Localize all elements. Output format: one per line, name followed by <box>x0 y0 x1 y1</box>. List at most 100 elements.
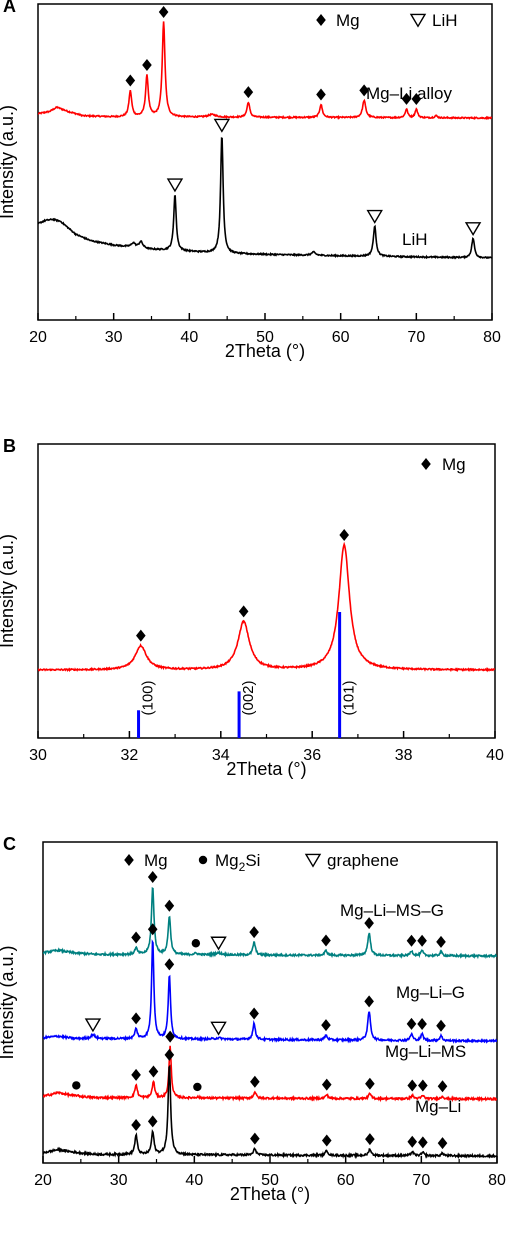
x-tick-label: 60 <box>332 329 350 346</box>
x-tick-label: 40 <box>486 747 504 764</box>
mg-marker <box>164 1048 175 1061</box>
x-tick-label: 50 <box>256 329 274 346</box>
mg-marker <box>359 84 369 97</box>
legend-mg-marker <box>316 14 326 26</box>
mg-marker <box>165 1030 175 1043</box>
x-tick-label: 30 <box>105 329 123 346</box>
legend-mg2si-suffix: Si <box>245 851 260 870</box>
legend-graphene-label: graphene <box>327 851 399 870</box>
mg-marker <box>321 1078 332 1091</box>
mg-marker <box>365 1077 375 1090</box>
mg-marker <box>365 1133 375 1146</box>
y-axis-label: Intensity (a.u.) <box>0 105 17 219</box>
mg-marker <box>437 1080 448 1093</box>
legend-mg-label: Mg <box>144 851 168 870</box>
panel-letter: B <box>3 436 16 456</box>
mg-marker <box>131 1068 141 1081</box>
mg-marker <box>164 958 175 971</box>
hkl-label-101: (101) <box>341 680 358 715</box>
xrd-line-mg-li-ms-g <box>43 886 497 960</box>
mg-marker <box>407 1079 418 1092</box>
lih-marker <box>213 118 231 133</box>
series-label-mg-li: Mg–Li <box>415 1097 461 1116</box>
legend-lih-marker <box>409 13 427 28</box>
y-axis-label: Intensity (a.u.) <box>0 945 17 1059</box>
legend-lih-label: LiH <box>432 11 458 30</box>
mg-marker <box>131 931 141 944</box>
mg-marker <box>164 899 175 912</box>
xrd-line-lih <box>38 137 492 260</box>
panel-letter: A <box>3 0 16 16</box>
xrd-line-mg-li-alloy <box>38 21 492 121</box>
legend-mg2si-label: Mg2Si <box>215 851 260 874</box>
mg-marker <box>131 1118 141 1131</box>
mg-marker <box>417 1017 427 1030</box>
mg-marker <box>250 1132 260 1145</box>
mg-marker <box>436 1019 446 1032</box>
mg-marker <box>250 1075 260 1088</box>
mg-marker <box>131 1012 141 1025</box>
series-label-mg-li-g: Mg–Li–G <box>396 983 465 1002</box>
x-tick-label: 50 <box>261 1172 279 1189</box>
mg-marker <box>125 74 136 87</box>
series-label-mg-li-ms: Mg–Li–MS <box>385 1042 466 1061</box>
x-tick-label: 40 <box>180 329 198 346</box>
x-tick-label: 38 <box>395 747 413 764</box>
legend-graphene-marker <box>304 853 322 868</box>
plot-frame <box>37 443 496 739</box>
series-label-mg-li-ms-g: Mg–Li–MS–G <box>340 901 444 920</box>
y-axis-label: Intensity (a.u.) <box>0 534 17 648</box>
mg-marker <box>417 934 427 947</box>
mg-marker <box>238 605 249 618</box>
x-tick-label: 80 <box>488 1172 506 1189</box>
mg-marker <box>148 1065 159 1078</box>
plot-frame <box>37 3 493 321</box>
mg-marker <box>364 917 374 930</box>
legend-mg-marker <box>124 854 134 866</box>
mg-marker <box>321 1019 331 1032</box>
x-tick-label: 20 <box>29 329 47 346</box>
lih-marker <box>366 209 383 224</box>
mg-marker <box>418 1136 428 1149</box>
mg2si-marker <box>72 1081 81 1090</box>
mg-marker <box>142 58 152 71</box>
hkl-label-002: (002) <box>240 680 257 715</box>
series-label-lih: LiH <box>402 230 428 249</box>
x-tick-label: 70 <box>407 329 425 346</box>
mg-marker <box>158 5 169 18</box>
x-tick-label: 40 <box>185 1172 203 1189</box>
mg-marker <box>339 528 349 541</box>
x-tick-label: 36 <box>303 747 321 764</box>
x-tick-label: 34 <box>212 747 230 764</box>
mg2si-marker <box>193 1082 202 1092</box>
mg-marker <box>249 926 259 939</box>
xrd-line-mg-li-ms <box>43 1045 497 1103</box>
lih-marker <box>464 222 482 237</box>
mg-marker <box>147 871 158 884</box>
mg-marker <box>407 1135 418 1148</box>
x-axis-label: 2Theta (°) <box>230 1184 310 1204</box>
lih-marker <box>166 178 184 193</box>
mg-marker <box>147 923 158 936</box>
x-tick-label: 80 <box>483 329 501 346</box>
panel-letter: C <box>3 834 16 854</box>
legend-mg-marker <box>421 458 431 470</box>
mg-marker <box>437 1137 448 1150</box>
xrd-chart-panel-c: 20 30 40 50 60 70 80 2Theta (°) Intensity (a.u.)… <box>0 834 506 1204</box>
mg-marker <box>406 934 417 947</box>
legend-mg2si-base: Mg <box>215 851 239 870</box>
mg-marker <box>136 629 146 642</box>
xrd-chart-panel-a: 20 30 40 50 60 70 80 2Theta (°) Intensity (a.u.)… <box>0 0 501 361</box>
legend-mg-label: Mg <box>442 455 466 474</box>
legend-mg-label: Mg <box>336 11 360 30</box>
x-axis-label: 2Theta (°) <box>225 341 305 361</box>
mg-marker <box>249 1007 259 1020</box>
mg-marker <box>406 1017 417 1030</box>
x-tick-label: 60 <box>337 1172 355 1189</box>
x-axis-label: 2Theta (°) <box>226 759 306 779</box>
hkl-label-100: (100) <box>140 680 157 715</box>
mg-marker <box>411 92 422 105</box>
mg-marker <box>147 1115 158 1128</box>
xrd-line-mg-li <box>43 1064 497 1160</box>
mg-marker <box>364 995 374 1008</box>
